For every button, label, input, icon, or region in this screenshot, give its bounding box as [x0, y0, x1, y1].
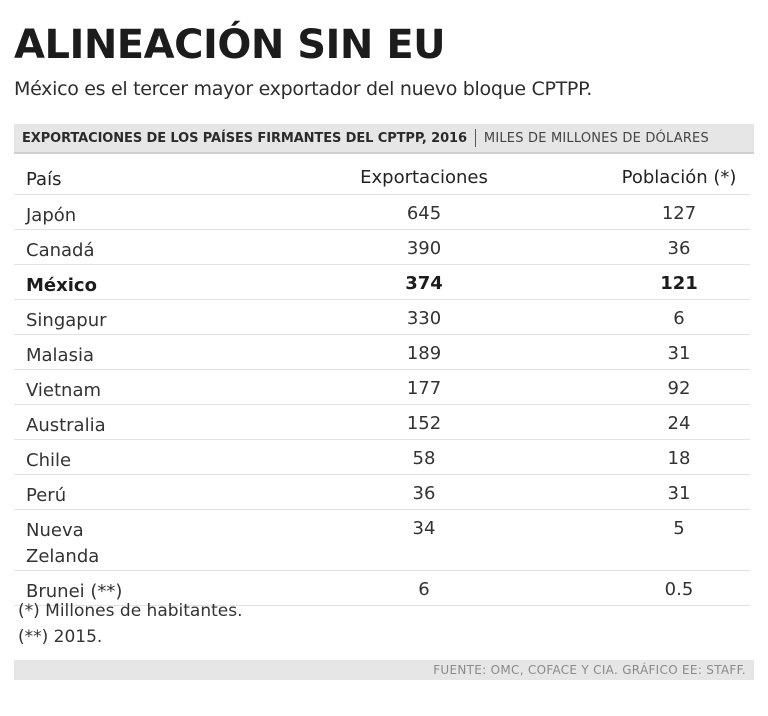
- population-cell: 24: [667, 413, 691, 434]
- exports-cell: 36: [412, 483, 436, 504]
- data-table: País Exportaciones Población (*) Japón 64…: [14, 162, 750, 606]
- country-cell: Singapur: [26, 310, 107, 331]
- country-cell: Japón: [26, 205, 77, 226]
- table-header-bar: EXPORTACIONES DE LOS PAÍSES FIRMANTES DE…: [14, 124, 754, 154]
- exports-cell: 330: [406, 308, 442, 329]
- exports-cell: 390: [406, 238, 442, 259]
- table-unit: MILES DE MILLONES DE DÓLARES: [483, 130, 709, 146]
- country-cell: Vietnam: [26, 380, 102, 401]
- page-title: ALINEACIÓN SIN EU: [14, 22, 446, 68]
- table-row: Brunei (**) 6 0.5: [14, 571, 750, 606]
- exports-cell: 177: [406, 378, 442, 399]
- country-cell: Malasia: [26, 345, 95, 366]
- table-header-row: País Exportaciones Población (*): [14, 162, 750, 195]
- population-cell: 31: [667, 343, 691, 364]
- footnotes: (*) Millones de habitantes. (**) 2015.: [18, 598, 243, 650]
- exports-cell: 152: [406, 413, 442, 434]
- exports-cell: 189: [406, 343, 442, 364]
- exports-cell: 374: [405, 273, 443, 294]
- table-body: Japón 645 127 Canadá 390 36 México 374 121 Singap…: [14, 195, 750, 606]
- footnote-year: (**) 2015.: [18, 627, 103, 647]
- population-cell: 5: [673, 518, 685, 539]
- exports-cell: 6: [418, 579, 430, 600]
- column-header-country: País: [26, 169, 62, 190]
- source-text: FUENTE: OMC, COFACE Y CIA. GRÁFICO EE: S…: [433, 663, 746, 677]
- column-header-exports: Exportaciones: [360, 167, 488, 188]
- exports-cell: 34: [412, 518, 436, 539]
- table-row: México 374 121: [14, 265, 750, 300]
- footnote-population: (*) Millones de habitantes.: [18, 601, 243, 621]
- country-cell: Brunei (**): [26, 581, 123, 602]
- population-cell: 18: [667, 448, 691, 469]
- country-cell: Nueva Zelanda: [26, 520, 100, 567]
- table-row: Vietnam 177 92: [14, 370, 750, 405]
- country-cell: México: [26, 275, 97, 296]
- country-cell: Canadá: [26, 240, 95, 261]
- column-header-population: Población (*): [621, 167, 737, 188]
- header-divider: [474, 129, 476, 147]
- table-row: Singapur 330 6: [14, 300, 750, 335]
- source-bar: FUENTE: OMC, COFACE Y CIA. GRÁFICO EE: S…: [14, 660, 754, 680]
- table-row: Perú 36 31: [14, 475, 750, 510]
- table-row: Japón 645 127: [14, 195, 750, 230]
- table-row: Nueva Zelanda 34 5: [14, 510, 750, 571]
- population-cell: 121: [660, 273, 698, 294]
- population-cell: 127: [661, 203, 697, 224]
- table-row: Chile 58 18: [14, 440, 750, 475]
- table-row: Canadá 390 36: [14, 230, 750, 265]
- population-cell: 92: [667, 378, 691, 399]
- table-row: Australia 152 24: [14, 405, 750, 440]
- population-cell: 36: [667, 238, 691, 259]
- population-cell: 6: [673, 308, 685, 329]
- exports-cell: 58: [412, 448, 436, 469]
- country-cell: Chile: [26, 450, 72, 471]
- page-subtitle: México es el tercer mayor exportador del…: [14, 78, 593, 100]
- table-row: Malasia 189 31: [14, 335, 750, 370]
- table-title: EXPORTACIONES DE LOS PAÍSES FIRMANTES DE…: [22, 130, 467, 146]
- country-cell: Perú: [26, 485, 67, 506]
- exports-cell: 645: [406, 203, 442, 224]
- country-cell: Australia: [26, 415, 106, 436]
- population-cell: 0.5: [664, 579, 694, 600]
- population-cell: 31: [667, 483, 691, 504]
